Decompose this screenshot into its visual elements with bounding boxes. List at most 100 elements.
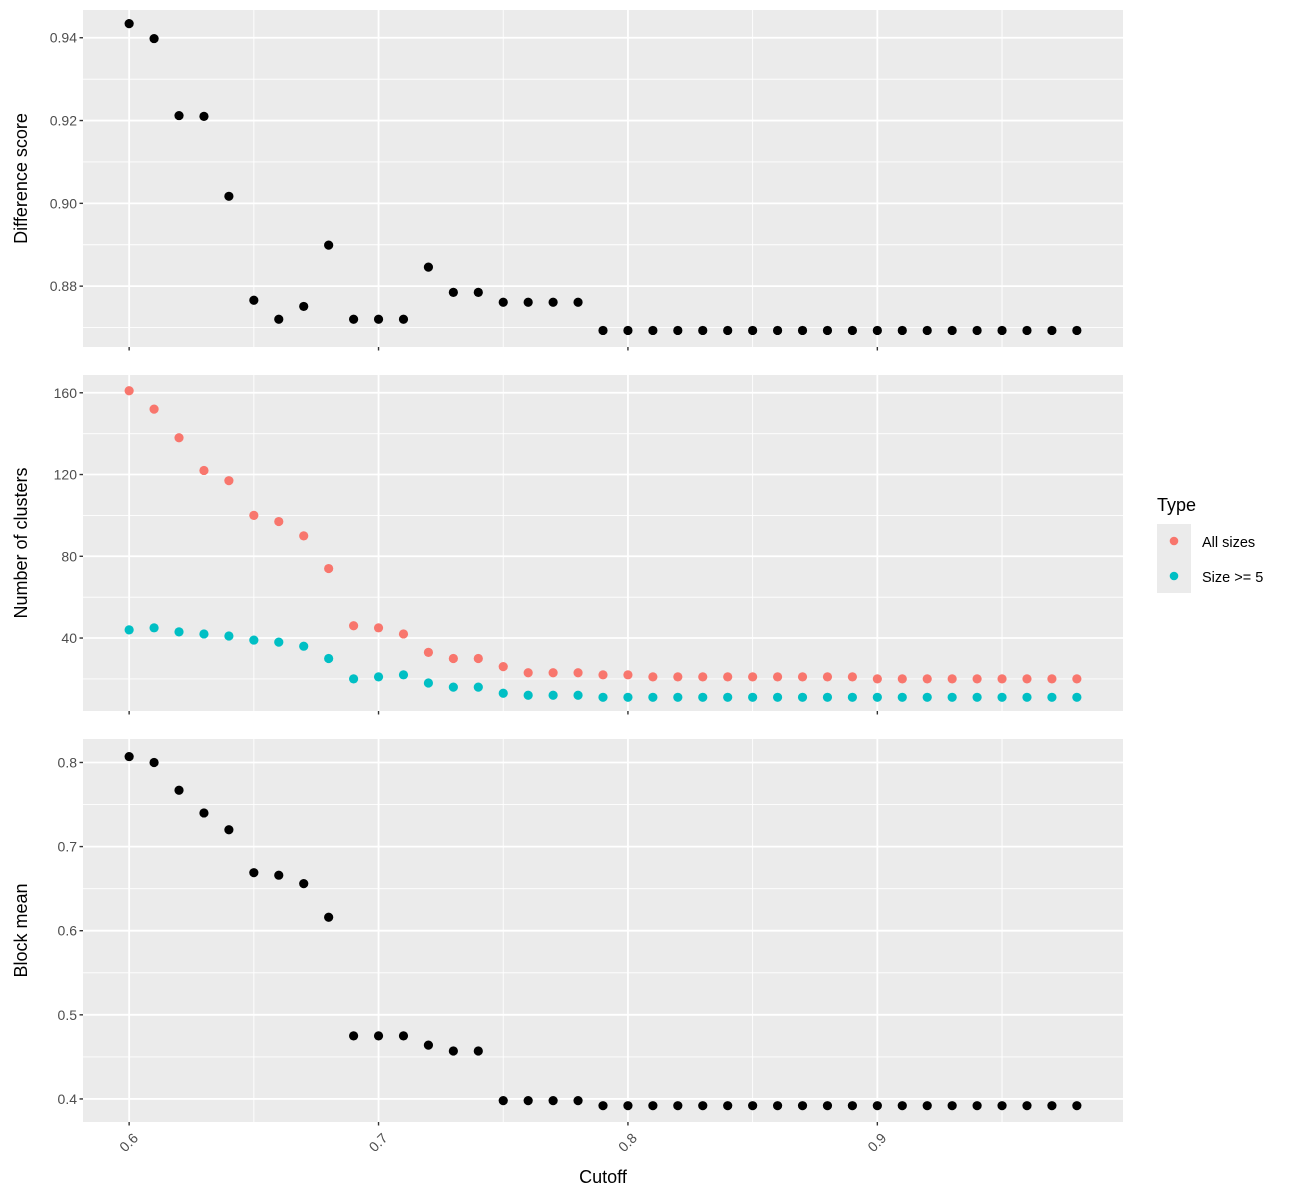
data-point	[548, 668, 558, 678]
data-point	[249, 295, 259, 305]
data-point	[797, 672, 808, 682]
panel-bottom: 0.4 0.5 0.6 0.7 0.8 0.6 0.7 0.8 0.9 Block mean	[11, 739, 1123, 1155]
data-point	[423, 262, 434, 272]
data-point	[872, 1101, 882, 1111]
data-point	[648, 1101, 658, 1111]
x-tick-label: 0.7	[366, 1130, 391, 1155]
data-point	[548, 1096, 558, 1106]
data-point	[1072, 674, 1082, 684]
data-point	[897, 692, 907, 702]
data-point	[124, 751, 134, 762]
data-point	[149, 757, 159, 768]
series-all-sizes	[124, 386, 1082, 684]
y-tick-label: 0.92	[50, 113, 77, 129]
data-point	[772, 1101, 783, 1111]
data-point	[523, 668, 533, 678]
legend-title: Type	[1157, 495, 1196, 515]
data-point	[972, 692, 982, 702]
data-point	[922, 1101, 932, 1111]
data-point	[598, 1101, 608, 1111]
panel-background	[83, 375, 1123, 711]
data-point	[997, 692, 1007, 702]
data-point	[822, 692, 833, 702]
data-point	[947, 692, 957, 702]
data-point	[648, 325, 658, 336]
data-point	[423, 678, 434, 688]
y-tick-label: 0.88	[50, 278, 77, 294]
data-point	[473, 287, 483, 297]
data-point	[723, 1101, 733, 1111]
data-point	[124, 625, 134, 635]
data-point	[723, 325, 733, 336]
data-point	[124, 386, 134, 396]
data-point	[1047, 692, 1057, 702]
data-point	[299, 531, 309, 541]
data-point	[224, 476, 234, 486]
data-point	[847, 325, 858, 336]
data-point	[573, 297, 583, 307]
data-point	[573, 690, 583, 700]
data-point	[947, 325, 957, 336]
data-point	[573, 668, 583, 678]
y-tick-label: 120	[54, 467, 78, 483]
data-point	[1072, 692, 1082, 702]
data-point	[249, 510, 259, 521]
data-point	[299, 879, 309, 889]
data-point	[523, 1096, 533, 1106]
data-point	[872, 674, 882, 684]
data-point	[623, 1101, 633, 1111]
data-point	[523, 297, 533, 307]
legend-label-size-5: Size >= 5	[1202, 570, 1263, 586]
data-point	[149, 404, 159, 414]
data-point	[174, 110, 184, 121]
data-point	[423, 647, 434, 657]
legend-key-all-sizes	[1169, 536, 1179, 546]
data-point	[872, 692, 882, 702]
data-point	[373, 314, 384, 324]
data-point	[847, 1101, 858, 1111]
data-point	[299, 301, 309, 312]
data-point	[373, 1031, 384, 1041]
data-point	[149, 623, 159, 633]
data-point	[398, 670, 409, 680]
data-point	[348, 674, 359, 684]
data-point	[448, 653, 458, 664]
data-point	[373, 623, 384, 633]
data-point	[748, 692, 758, 702]
data-point	[1047, 325, 1057, 336]
data-point	[623, 670, 633, 680]
data-point	[897, 674, 907, 684]
data-point	[199, 808, 209, 818]
data-point	[972, 674, 982, 684]
data-point	[847, 672, 858, 682]
data-point	[224, 825, 234, 835]
data-point	[448, 1046, 458, 1056]
data-point	[348, 621, 359, 631]
data-point	[797, 325, 808, 336]
data-point	[1072, 1101, 1082, 1111]
y-axis-title: Block mean	[11, 883, 31, 977]
y-tick-label: 80	[61, 548, 77, 564]
data-point	[748, 672, 758, 682]
data-point	[199, 465, 209, 476]
data-point	[698, 672, 708, 682]
legend: Type All sizes Size >= 5	[1157, 495, 1263, 593]
data-point	[523, 690, 533, 700]
data-point	[199, 111, 209, 121]
data-point	[897, 1101, 907, 1111]
data-point	[1072, 325, 1082, 336]
data-point	[473, 682, 483, 692]
series-difference-score	[124, 19, 1082, 336]
data-point	[648, 692, 658, 702]
x-tick-label: 0.8	[615, 1130, 640, 1155]
data-point	[498, 297, 508, 307]
data-point	[124, 19, 134, 29]
data-point	[972, 325, 982, 336]
y-tick-label: 0.8	[58, 754, 78, 770]
data-point	[822, 1101, 833, 1111]
data-point	[997, 1101, 1007, 1111]
data-point	[772, 672, 783, 682]
y-tick-label: 0.4	[58, 1091, 78, 1107]
y-tick-label: 40	[61, 630, 77, 646]
data-point	[698, 325, 708, 336]
